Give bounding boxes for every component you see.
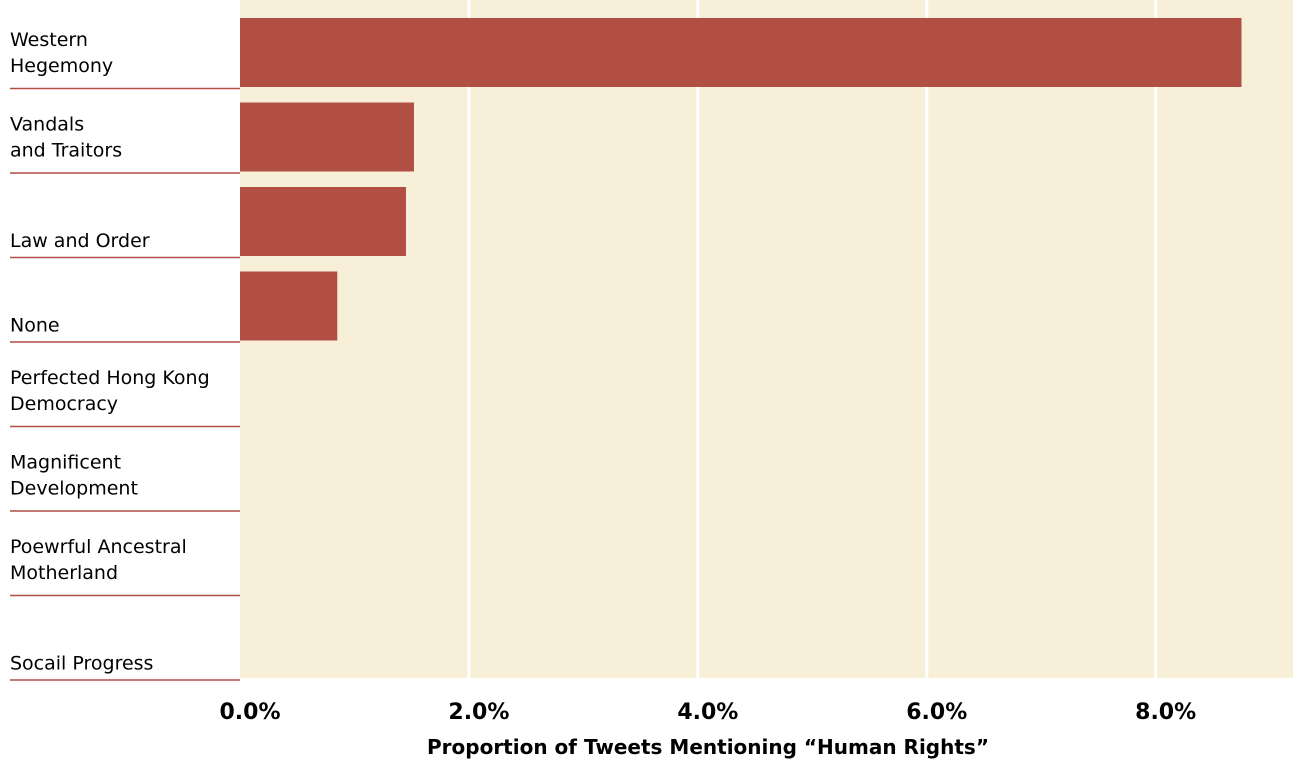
gridlines: [467, 0, 1158, 678]
bar: [240, 102, 414, 172]
category-label: Western Hegemony: [10, 29, 113, 77]
x-tick-label: 6.0%: [906, 700, 967, 725]
category-label: None: [10, 315, 60, 337]
category-label: Poewrful Ancestral Motherland: [10, 536, 187, 584]
category-label: Perfected Hong Kong Democracy: [10, 367, 210, 415]
category-label: Law and Order: [10, 230, 150, 252]
bars: [240, 18, 1242, 341]
bar: [240, 271, 338, 341]
bar: [240, 18, 1242, 87]
x-tick-labels: 0.0% 2.0% 4.0% 6.0% 8.0%: [219, 700, 1196, 725]
x-tick-label: 0.0%: [219, 700, 280, 725]
x-axis-title: Proportion of Tweets Mentioning “Human R…: [427, 735, 989, 759]
x-tick-label: 8.0%: [1135, 700, 1196, 725]
category-labels: Western Hegemony Vandals and Traitors Law an…: [10, 29, 210, 675]
x-tick-label: 2.0%: [448, 700, 509, 725]
category-label: Magnificent Development: [10, 452, 138, 500]
x-tick-label: 4.0%: [677, 700, 738, 725]
category-label: Vandals and Traitors: [10, 114, 122, 162]
plot-background: [240, 0, 1293, 678]
category-label: Socail Progress: [10, 653, 153, 675]
category-separators: [10, 87, 240, 681]
bar: [240, 187, 406, 256]
